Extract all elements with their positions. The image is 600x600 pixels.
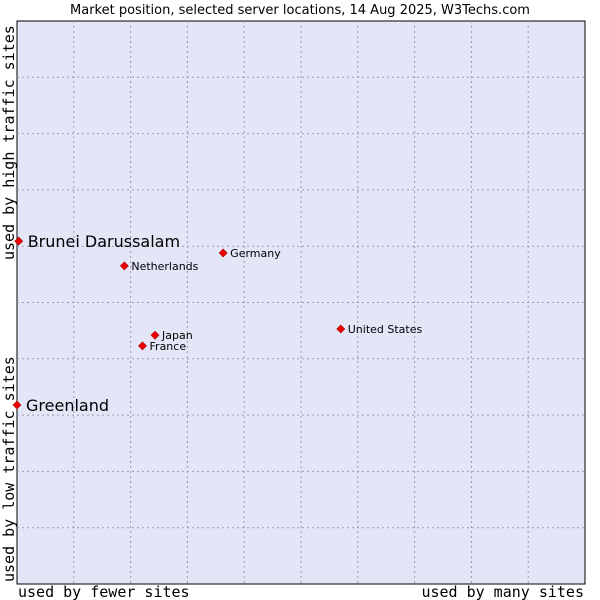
data-label-germany: Germany xyxy=(230,247,281,260)
data-point-germany xyxy=(218,248,228,258)
x-axis-label-right: used by many sites xyxy=(421,583,584,600)
data-label-netherlands: Netherlands xyxy=(131,260,198,273)
data-label-japan: Japan xyxy=(161,329,193,342)
data-point-france xyxy=(138,341,147,351)
y-axis-label-bottom: used by low traffic sites xyxy=(0,356,18,582)
data-point-greenland xyxy=(12,400,22,410)
data-label-greenland: Greenland xyxy=(26,396,109,415)
data-point-united-states xyxy=(336,324,346,334)
grid-lines xyxy=(17,21,585,584)
data-points: Brunei Darussalam Germany Netherlands Unite… xyxy=(12,232,423,415)
data-label-brunei-darussalam: Brunei Darussalam xyxy=(28,232,180,251)
y-axis-label-top: used by high traffic sites xyxy=(0,25,18,260)
data-point-netherlands xyxy=(119,261,129,271)
data-label-france: France xyxy=(150,340,187,353)
x-axis-label-left: used by fewer sites xyxy=(18,583,190,600)
data-label-united-states: United States xyxy=(348,323,423,336)
data-point-japan xyxy=(150,330,160,340)
chart-title: Market position, selected server locatio… xyxy=(70,3,530,18)
data-point-brunei-darussalam xyxy=(14,236,24,246)
